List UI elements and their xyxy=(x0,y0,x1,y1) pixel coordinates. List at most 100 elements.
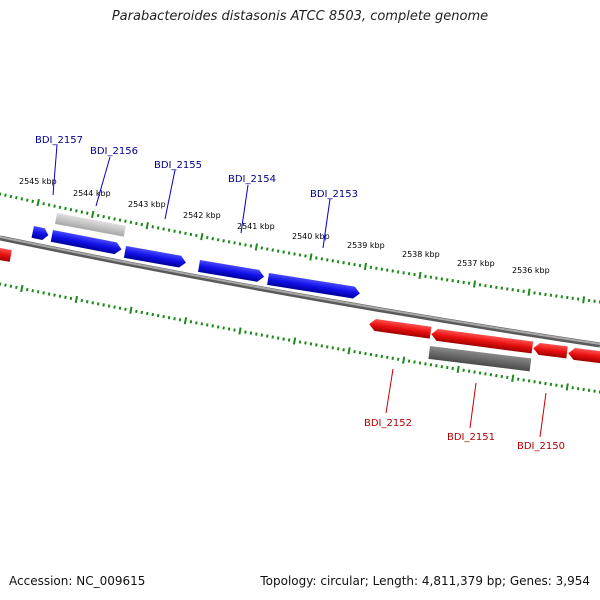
leader-line xyxy=(385,368,394,414)
minor-tick xyxy=(249,244,253,248)
minor-tick xyxy=(151,225,155,229)
major-tick xyxy=(511,374,515,382)
minor-tick xyxy=(407,359,411,363)
major-tick xyxy=(254,243,258,251)
minor-tick xyxy=(189,232,193,237)
major-tick xyxy=(473,280,477,288)
forward-gene-arrow[interactable] xyxy=(198,260,265,283)
minor-tick xyxy=(391,356,394,360)
minor-tick xyxy=(64,206,67,211)
major-tick xyxy=(129,306,133,314)
minor-tick xyxy=(260,333,264,337)
major-tick xyxy=(36,198,40,207)
minor-tick xyxy=(151,312,154,317)
minor-tick xyxy=(15,285,18,290)
minor-tick xyxy=(69,296,73,301)
gene-label[interactable]: BDI_2155 xyxy=(154,160,202,171)
minor-tick xyxy=(36,290,40,294)
minor-tick xyxy=(260,246,264,250)
minor-tick xyxy=(31,289,35,293)
minor-tick xyxy=(85,300,89,304)
minor-tick xyxy=(326,258,329,262)
minor-tick xyxy=(195,321,198,325)
minor-tick xyxy=(15,196,18,200)
minor-tick xyxy=(320,257,324,261)
minor-tick xyxy=(424,362,427,366)
reverse-gene-arrow[interactable] xyxy=(568,347,600,364)
reverse-gene-arrow[interactable] xyxy=(0,247,12,262)
minor-tick xyxy=(189,320,193,324)
scale-label: 2539 kbp xyxy=(347,241,385,250)
minor-tick xyxy=(91,301,95,305)
minor-tick xyxy=(96,213,100,218)
minor-tick xyxy=(358,350,362,355)
gene-label[interactable]: BDI_2157 xyxy=(35,135,83,146)
leader-line xyxy=(164,169,176,220)
inner-tick-ring xyxy=(0,282,600,394)
gene-label[interactable]: BDI_2151 xyxy=(447,432,495,443)
minor-tick xyxy=(358,263,362,268)
minor-tick xyxy=(178,318,182,322)
major-tick xyxy=(582,296,586,304)
minor-tick xyxy=(222,326,225,330)
major-tick xyxy=(145,222,149,230)
minor-tick xyxy=(124,307,127,311)
minor-tick xyxy=(216,238,220,242)
minor-tick xyxy=(206,235,209,240)
minor-tick xyxy=(69,208,73,212)
minor-tick xyxy=(135,221,138,226)
minor-tick xyxy=(107,304,111,308)
minor-tick xyxy=(298,340,302,344)
minor-tick xyxy=(315,256,318,260)
minor-tick xyxy=(298,253,302,257)
gene-label[interactable]: BDI_2156 xyxy=(90,146,138,157)
forward-gene-arrow[interactable] xyxy=(50,230,123,255)
reverse-gene-arrow[interactable] xyxy=(368,318,432,339)
scale-label: 2537 kbp xyxy=(457,259,495,268)
major-tick xyxy=(292,337,297,345)
major-tick xyxy=(91,210,95,218)
gene-label[interactable]: BDI_2153 xyxy=(310,189,358,200)
minor-tick xyxy=(364,351,367,356)
minor-tick xyxy=(25,287,29,292)
minor-tick xyxy=(47,292,51,296)
minor-tick xyxy=(195,233,198,238)
gene-label[interactable]: BDI_2154 xyxy=(228,174,276,185)
gene-label[interactable]: BDI_2150 xyxy=(517,441,565,452)
minor-tick xyxy=(102,303,105,307)
leader-line xyxy=(95,156,111,207)
minor-tick xyxy=(429,363,433,367)
scale-label: 2542 kbp xyxy=(183,211,221,220)
forward-gene-arrow[interactable] xyxy=(123,246,187,269)
gene-label[interactable]: BDI_2152 xyxy=(364,418,412,429)
minor-tick xyxy=(249,331,253,335)
reverse-gene-arrow[interactable] xyxy=(430,328,534,354)
accession-text: Accession: NC_009615 xyxy=(9,574,146,588)
minor-tick xyxy=(124,219,127,223)
minor-tick xyxy=(369,265,373,270)
minor-tick xyxy=(331,346,334,350)
minor-tick xyxy=(342,348,345,352)
minor-tick xyxy=(309,342,313,346)
dark-gray-feature xyxy=(428,346,532,372)
minor-tick xyxy=(75,209,78,213)
reverse-gene-labels: BDI_2152 BDI_2151 BDI_2150 xyxy=(364,368,565,452)
forward-gene-arrow[interactable] xyxy=(267,273,361,299)
scale-labels: 2545 kbp 2544 kbp 2543 kbp 2542 kbp 2541… xyxy=(19,177,550,275)
minor-tick xyxy=(336,260,340,264)
minor-tick xyxy=(238,242,242,246)
major-tick xyxy=(20,284,24,293)
minor-tick xyxy=(244,243,247,247)
minor-tick xyxy=(216,325,220,329)
minor-tick xyxy=(233,241,236,245)
minor-tick xyxy=(336,347,340,351)
scale-label: 2541 kbp xyxy=(237,222,275,231)
minor-tick xyxy=(331,259,334,263)
forward-gene-arrow[interactable] xyxy=(31,226,50,241)
reverse-gene-arrow[interactable] xyxy=(533,342,568,359)
minor-tick xyxy=(85,211,89,215)
minor-tick xyxy=(118,218,122,222)
minor-tick xyxy=(413,360,416,364)
minor-tick xyxy=(167,316,171,320)
scale-label: 2540 kbp xyxy=(292,232,330,241)
